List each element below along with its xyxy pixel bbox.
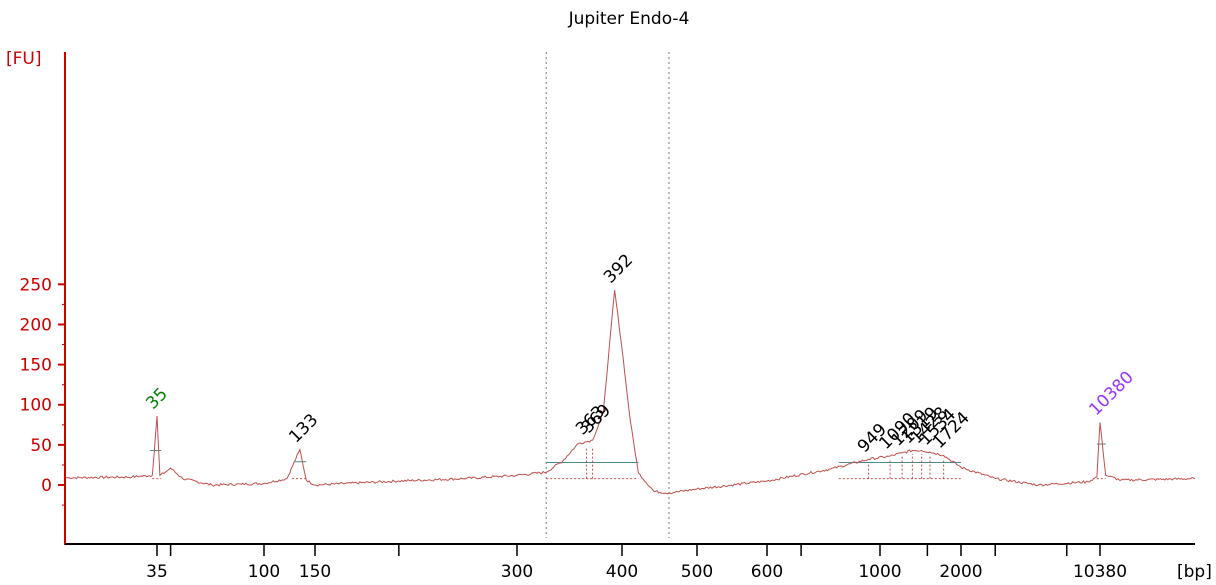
x-tick-label: 150 — [299, 562, 331, 582]
x-tick-label: 500 — [681, 562, 713, 582]
x-tick-label: 600 — [751, 562, 783, 582]
peak-label: 10380 — [1085, 368, 1137, 420]
y-tick-label: 250 — [20, 275, 52, 295]
y-tick-label: 200 — [20, 315, 52, 335]
peak-label: 133 — [285, 410, 322, 447]
y-axis: [FU] 0 50 100 150 200 250 — [6, 49, 66, 545]
x-tick-label: 1000 — [858, 562, 901, 582]
peak-label: 392 — [600, 250, 637, 287]
chart-title: Jupiter Endo-4 — [568, 9, 690, 29]
y-tick-label: 100 — [20, 396, 52, 416]
x-tick-label: 400 — [606, 562, 638, 582]
x-axis: [bp] 35 100 150 300 400 500 600 1000 2000 10380 — [65, 543, 1212, 582]
y-axis-label: [FU] — [6, 49, 42, 69]
x-tick-label: 100 — [248, 562, 280, 582]
x-tick-label: 2000 — [939, 562, 982, 582]
x-axis-label: [bp] — [1177, 562, 1212, 582]
y-tick-label: 150 — [20, 356, 52, 376]
x-tick-label: 10380 — [1073, 562, 1127, 582]
y-tick-label: 50 — [30, 436, 52, 456]
series-trace-line — [66, 289, 1196, 495]
y-tick-label: 0 — [41, 476, 52, 496]
x-tick-label: 35 — [146, 562, 168, 582]
x-tick-label: 300 — [501, 562, 533, 582]
peak-label: 35 — [142, 384, 171, 413]
